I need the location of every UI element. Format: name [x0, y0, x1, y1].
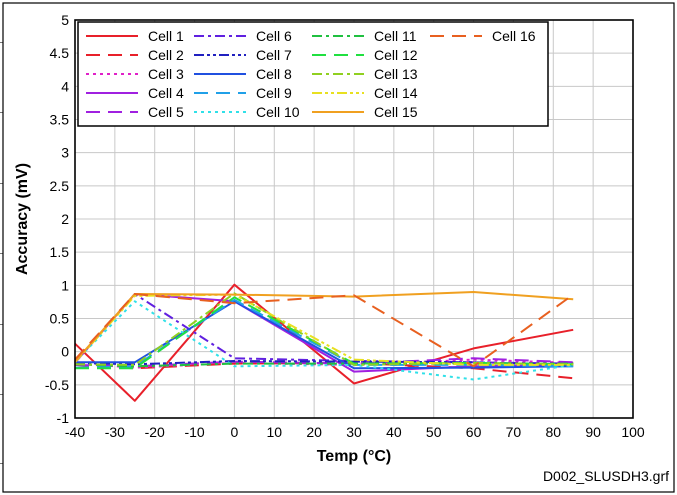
x-tick-label: 70: [506, 424, 522, 440]
tick-labels: -40 -30 -20 -10 0 10 20 30 40 50 60 70 80 90 100-1-0.5…: [45, 12, 645, 440]
legend-label-3: Cell 3: [148, 66, 184, 82]
x-tick-label: 0: [231, 424, 239, 440]
y-tick-label: 3: [61, 145, 69, 161]
legend-label-5: Cell 5: [148, 104, 184, 120]
x-tick-label: 50: [426, 424, 442, 440]
legend-label-2: Cell 2: [148, 47, 184, 63]
x-tick-label: 60: [466, 424, 482, 440]
legend-label-12: Cell 12: [374, 47, 418, 63]
y-tick-label: 3.5: [50, 112, 70, 128]
series-line-14: [74, 293, 574, 366]
legend-label-13: Cell 13: [374, 66, 418, 82]
series-line-12: [75, 296, 574, 370]
series-layer: [74, 283, 574, 402]
series-line-13: [74, 292, 574, 366]
legend-label-15: Cell 15: [374, 104, 418, 120]
edge-tick: [0, 463, 3, 464]
file-label: D002_SLUSDH3.grf: [542, 468, 669, 484]
y-tick-label: 0.5: [50, 311, 70, 327]
x-tick-label: 40: [386, 424, 402, 440]
y-tick-label: 1.5: [50, 244, 70, 260]
y-tick-label: 1: [61, 277, 69, 293]
edge-tick: [0, 112, 3, 113]
legend-label-10: Cell 10: [256, 104, 300, 120]
series-line-16: [74, 293, 574, 368]
x-tick-label: -10: [184, 424, 204, 440]
legend-label-4: Cell 4: [148, 85, 184, 101]
plot-border: [74, 19, 634, 419]
y-axis-label: Accuracy (mV): [14, 163, 31, 275]
x-axis-label: Temp (°C): [317, 448, 392, 465]
x-tick-label: -20: [145, 424, 165, 440]
legend-label-8: Cell 8: [256, 66, 292, 82]
series-line-11: [74, 362, 574, 368]
x-tick-label: 100: [621, 424, 645, 440]
x-tick-label: 10: [266, 424, 282, 440]
legend-label-16: Cell 16: [492, 28, 536, 44]
y-tick-label: 0: [61, 344, 69, 360]
x-tick-label: -30: [105, 424, 125, 440]
legend-label-1: Cell 1: [148, 28, 184, 44]
legend-label-14: Cell 14: [374, 85, 418, 101]
edge-tick: [0, 253, 3, 254]
x-tick-label: 80: [545, 424, 561, 440]
legend-label-7: Cell 7: [256, 47, 292, 63]
y-tick-label: 4.5: [50, 45, 70, 61]
edge-tick: [0, 183, 3, 184]
series-line-10: [74, 300, 574, 381]
x-tick-label: 30: [346, 424, 362, 440]
x-tick-label: 90: [585, 424, 601, 440]
legend-label-11: Cell 11: [374, 28, 417, 44]
edge-tick: [0, 42, 3, 43]
y-tick-label: 2: [61, 211, 69, 227]
x-tick-label: -40: [65, 424, 85, 440]
legend-label-9: Cell 9: [256, 85, 292, 101]
y-tick-label: 5: [61, 12, 69, 28]
series-line-8: [75, 300, 574, 370]
y-tick-label: -0.5: [45, 377, 69, 393]
y-tick-label: -1: [57, 410, 70, 426]
x-tick-label: 20: [306, 424, 322, 440]
edge-tick: [0, 324, 3, 325]
y-tick-label: 4: [61, 78, 69, 94]
legend: Cell 1 Cell 2 Cell 3 Cell 4 Cell 5 Cell 6 Cell…: [77, 21, 549, 127]
edge-tick: [0, 394, 3, 395]
y-tick-label: 2.5: [50, 178, 70, 194]
legend-label-6: Cell 6: [256, 28, 292, 44]
